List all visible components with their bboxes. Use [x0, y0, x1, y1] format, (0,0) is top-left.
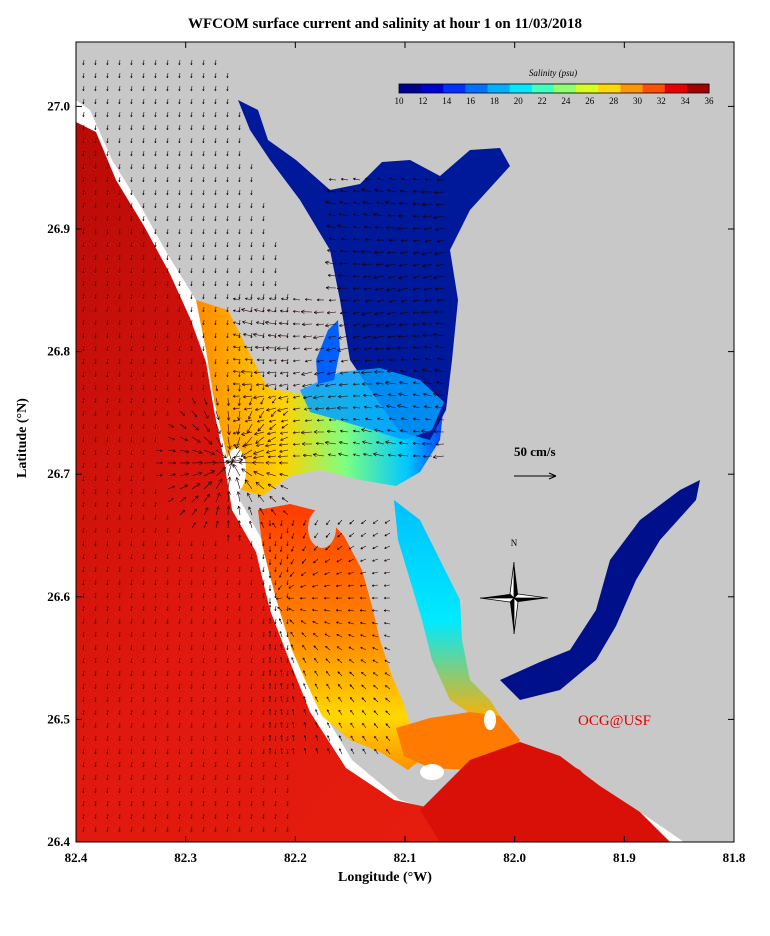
credit-label: OCG@USF: [578, 713, 651, 729]
x-axis-label: Longitude (°W): [338, 870, 432, 885]
reference-vector-label: 50 cm/s: [514, 444, 556, 459]
north-label: N: [511, 538, 518, 548]
colorbar-swatch: [487, 84, 511, 93]
island: [308, 508, 336, 548]
colorbar-tick-label: 22: [538, 96, 547, 106]
colorbar: Salinity (psu) 10 12 14 16 18 20 22 24 26 28 30 32 3…: [395, 68, 715, 106]
y-tick-label: 26.8: [47, 344, 70, 359]
colorbar-swatch: [642, 84, 666, 93]
colorbar-swatch: [598, 84, 621, 93]
colorbar-swatch: [554, 84, 577, 93]
colorbar-swatch: [531, 84, 555, 93]
island: [484, 710, 496, 730]
colorbar-swatch: [686, 84, 710, 93]
colorbar-swatch: [664, 84, 688, 93]
north-arrow: N: [479, 538, 549, 635]
pine-island-sound: [258, 504, 420, 770]
colorbar-tick-label: 30: [633, 96, 643, 106]
colorbar-tick-label: 18: [490, 96, 500, 106]
reference-vector: 50 cm/s: [514, 444, 557, 480]
figure-title: WFCOM surface current and salinity at ho…: [187, 16, 583, 32]
estero-region: [420, 742, 670, 842]
colorbar-tick-label: 34: [681, 96, 691, 106]
y-tick-label: 26.7: [47, 466, 70, 481]
colorbar-swatch: [443, 84, 466, 93]
y-tick-label: 26.4: [47, 834, 70, 849]
colorbar-tick-label: 20: [514, 96, 524, 106]
colorbar-tick-label: 16: [466, 96, 476, 106]
colorbar-swatch: [465, 84, 489, 93]
x-tick-label: 82.4: [65, 850, 88, 865]
colorbar-tick-label: 12: [418, 96, 427, 106]
colorbar-swatch: [620, 84, 644, 93]
matlacha-pass: [394, 500, 500, 720]
y-axis-label: Latitude (°N): [15, 398, 30, 478]
y-ticks: 26.4 26.5 26.6 26.7 26.8 26.9 27.0: [47, 98, 734, 849]
x-tick-label: 81.8: [723, 850, 746, 865]
colorbar-tick-label: 24: [561, 96, 571, 106]
gulf-water: [76, 122, 650, 842]
x-tick-label: 82.2: [284, 850, 307, 865]
y-tick-label: 27.0: [47, 98, 70, 113]
myakka-branch: [316, 320, 340, 384]
x-tick-label: 82.0: [503, 850, 526, 865]
colorbar-swatch: [509, 84, 533, 93]
x-tick-label: 81.9: [613, 850, 636, 865]
colorbar-tick-label: 28: [609, 96, 619, 106]
colorbar-frame: [398, 83, 710, 94]
colorbar-swatch: [576, 84, 599, 93]
x-tick-label: 82.3: [174, 850, 197, 865]
y-tick-label: 26.5: [47, 711, 70, 726]
y-tick-label: 26.9: [47, 221, 70, 236]
x-tick-label: 82.1: [394, 850, 417, 865]
colorbar-tick-label: 10: [395, 96, 405, 106]
caloosahatchee-river: [500, 480, 700, 700]
colorbar-tick-label: 14: [442, 96, 452, 106]
x-ticks: 82.4 82.3 82.2 82.1 82.0 81.9 81.8: [65, 42, 746, 865]
colorbar-tick-label: 36: [705, 96, 715, 106]
bay-transition: [300, 368, 444, 440]
upper-bay: [238, 100, 510, 440]
colorbar-tick-label: 32: [657, 96, 666, 106]
colorbar-swatch: [399, 84, 422, 93]
colorbar-swatch: [421, 84, 444, 93]
island: [420, 764, 444, 780]
colorbar-tick-label: 26: [585, 96, 595, 106]
colorbar-title: Salinity (psu): [529, 68, 577, 78]
y-tick-label: 26.6: [47, 589, 70, 604]
current-vectors: [82, 59, 445, 833]
